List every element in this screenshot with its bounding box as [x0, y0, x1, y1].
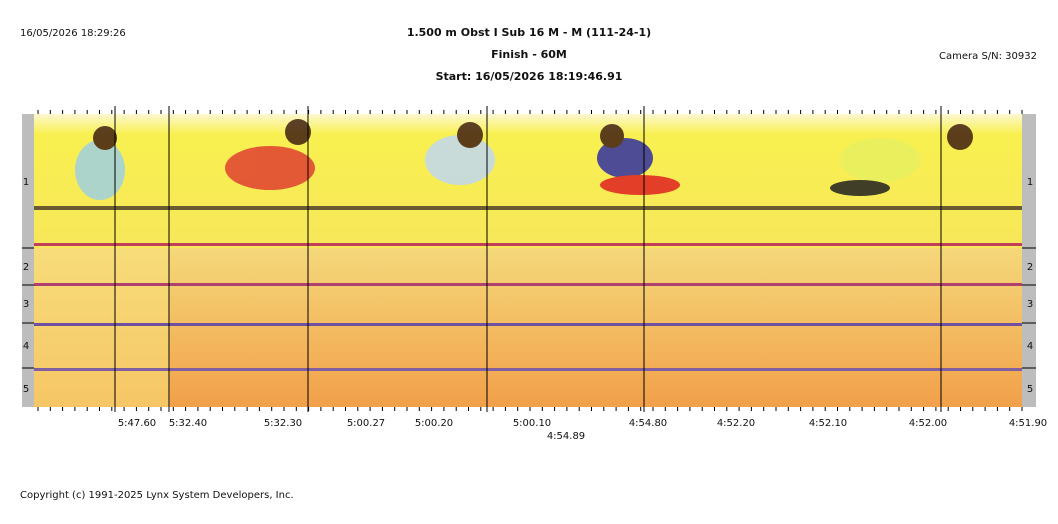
- side-bar: [22, 114, 34, 407]
- lane-label: 5: [23, 384, 29, 395]
- lane-label: 4: [1027, 341, 1033, 352]
- lane-label: 2: [1027, 262, 1033, 273]
- copyright: Copyright (c) 1991-2025 Lynx System Deve…: [20, 490, 294, 501]
- time-label: 4:52.20: [717, 418, 755, 429]
- lane-label: 1: [23, 177, 29, 188]
- title: 1.500 m Obst I Sub 16 M - M (111-24-1): [407, 26, 651, 39]
- start-time: Start: 16/05/2026 18:19:46.91: [436, 70, 623, 83]
- lane-bg: [34, 248, 1022, 407]
- lane-line: [34, 243, 1022, 246]
- time-label: 5:32.40: [169, 418, 207, 429]
- runners: [75, 119, 973, 200]
- lane-label: 3: [23, 299, 29, 310]
- subtitle: Finish - 60M: [491, 48, 567, 61]
- time-label: 5:47.60: [118, 418, 156, 429]
- lane-line: [34, 283, 1022, 286]
- lane-line: [34, 323, 1022, 326]
- lane-line: [34, 368, 1022, 371]
- time-label: 5:32.30: [264, 418, 302, 429]
- printed-at: 16/05/2026 18:29:26: [20, 28, 126, 39]
- time-label: 4:51.90: [1009, 418, 1047, 429]
- lane-label: 5: [1027, 384, 1033, 395]
- lane-bg: [34, 248, 170, 407]
- lane-label: 1: [1027, 177, 1033, 188]
- time-label: 4:52.00: [909, 418, 947, 429]
- lane-label: 4: [23, 341, 29, 352]
- lane-line: [34, 206, 1022, 210]
- image: [22, 114, 1036, 407]
- camera: Camera S/N: 30932: [939, 51, 1037, 62]
- time-label: 4:52.10: [809, 418, 847, 429]
- time-label: 4:54.80: [629, 418, 667, 429]
- time-label: 5:00.27: [347, 418, 385, 429]
- side-bar: [1022, 114, 1036, 407]
- lane-label: 2: [23, 262, 29, 273]
- lane-label: 3: [1027, 299, 1033, 310]
- time-label: 5:00.20: [415, 418, 453, 429]
- time-label: 5:00.10: [513, 418, 551, 429]
- time-label: 4:54.89: [547, 431, 585, 442]
